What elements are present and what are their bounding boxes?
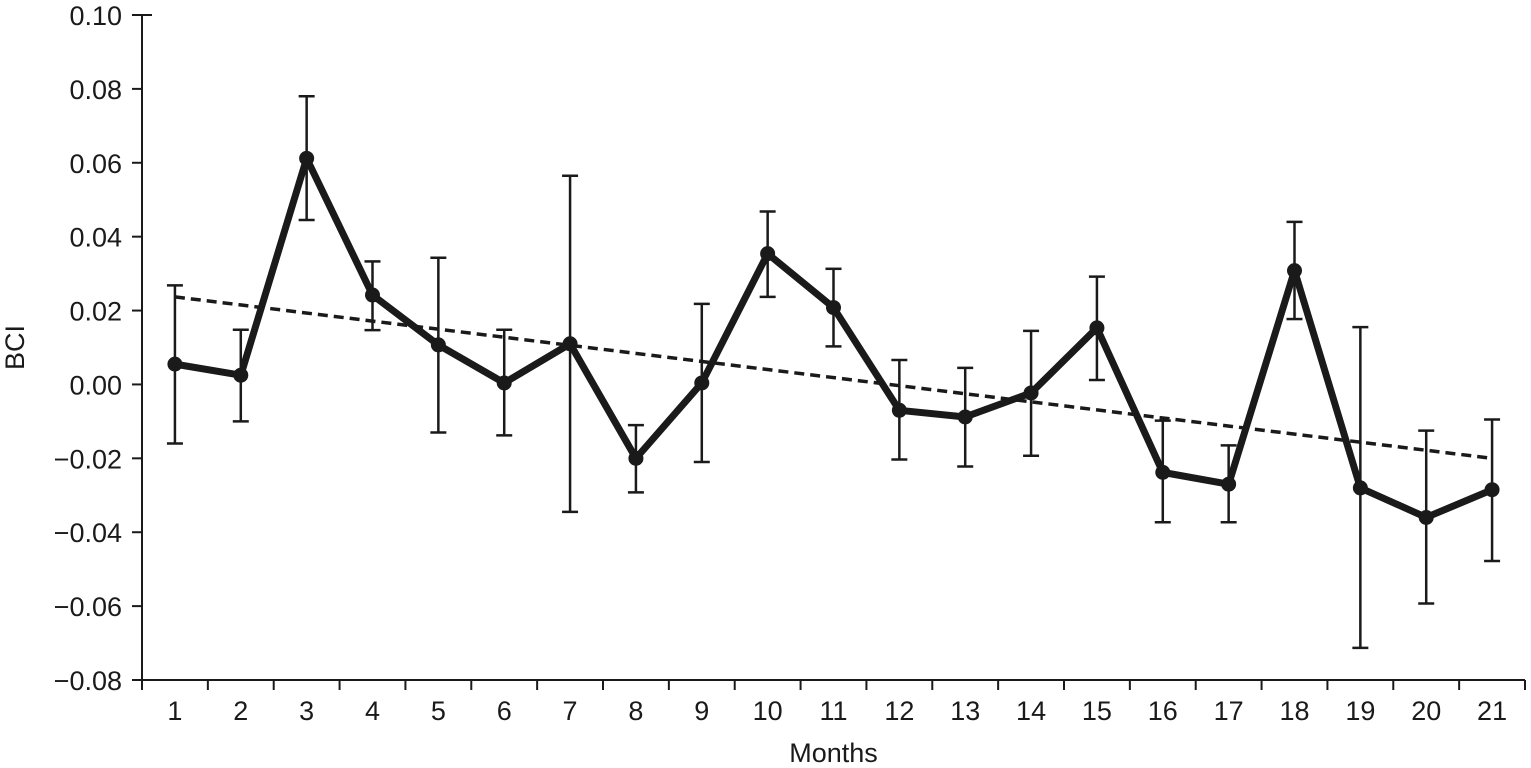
data-point [1352, 480, 1368, 496]
x-tick-label: 16 [1148, 696, 1178, 726]
y-tick-label: 0.10 [69, 1, 122, 31]
x-tick-label: 18 [1279, 696, 1309, 726]
y-tick-label: 0.00 [69, 370, 122, 400]
data-point [1155, 464, 1171, 480]
series-layer [167, 150, 1500, 525]
data-point [233, 367, 249, 383]
y-tick-label: 0.08 [69, 75, 122, 105]
y-ticks: 0.10 0.08 0.06 0.04 0.02 0.00 −0.02 −0.04 −0.06 −… [54, 1, 142, 696]
y-tick-label: −0.08 [54, 666, 122, 696]
x-tick-label: 7 [563, 696, 578, 726]
y-tick-label: 0.06 [69, 149, 122, 179]
y-tick-label: −0.04 [54, 518, 122, 548]
x-tick-label: 6 [497, 696, 512, 726]
x-axis-label: Months [789, 738, 878, 768]
data-point [562, 336, 578, 352]
x-tick-label: 1 [167, 696, 182, 726]
x-tick-label: 11 [819, 696, 847, 726]
data-point [430, 337, 446, 353]
x-tick-label: 5 [431, 696, 446, 726]
y-tick-label: 0.02 [69, 297, 122, 327]
data-point [1023, 385, 1039, 401]
data-point [1418, 509, 1434, 525]
x-tick-label: 20 [1411, 696, 1441, 726]
trend-layer [174, 295, 1493, 461]
x-tick-label: 21 [1477, 696, 1507, 726]
x-tick-label: 14 [1016, 696, 1046, 726]
data-point [167, 356, 183, 372]
data-point [299, 150, 315, 166]
data-point [365, 287, 380, 303]
y-tick-label: −0.02 [54, 444, 122, 474]
y-tick-label: 0.04 [69, 223, 122, 253]
x-tick-label: 8 [628, 696, 643, 726]
x-tick-label: 13 [950, 696, 980, 726]
data-point [760, 246, 776, 262]
errorbar-layer [166, 95, 1501, 650]
data-point [1089, 320, 1105, 336]
y-tick-label: −0.06 [54, 592, 122, 622]
data-point [957, 409, 973, 425]
x-tick-label: 10 [753, 696, 783, 726]
x-tick-label: 17 [1214, 696, 1244, 726]
data-point [891, 402, 907, 418]
y-axis-label: BCI [0, 325, 30, 370]
x-tick-label: 19 [1345, 696, 1375, 726]
trend-line [174, 295, 1493, 461]
data-point [826, 300, 841, 316]
axes [141, 14, 1525, 681]
data-point [1287, 263, 1302, 279]
data-point [694, 375, 710, 391]
x-tick-label: 4 [365, 696, 380, 726]
data-point [1484, 482, 1500, 498]
x-tick-label: 9 [694, 696, 709, 726]
x-tick-label: 15 [1082, 696, 1112, 726]
data-point [1221, 476, 1237, 492]
x-ticks: 1 2 3 4 5 6 7 8 9 10 11 12 13 14 15 16 17 18 19 20 21 [141, 680, 1526, 726]
data-point [628, 450, 644, 466]
x-tick-label: 2 [233, 696, 248, 726]
x-tick-label: 3 [299, 696, 314, 726]
x-tick-label: 12 [884, 696, 914, 726]
data-point [496, 375, 512, 391]
